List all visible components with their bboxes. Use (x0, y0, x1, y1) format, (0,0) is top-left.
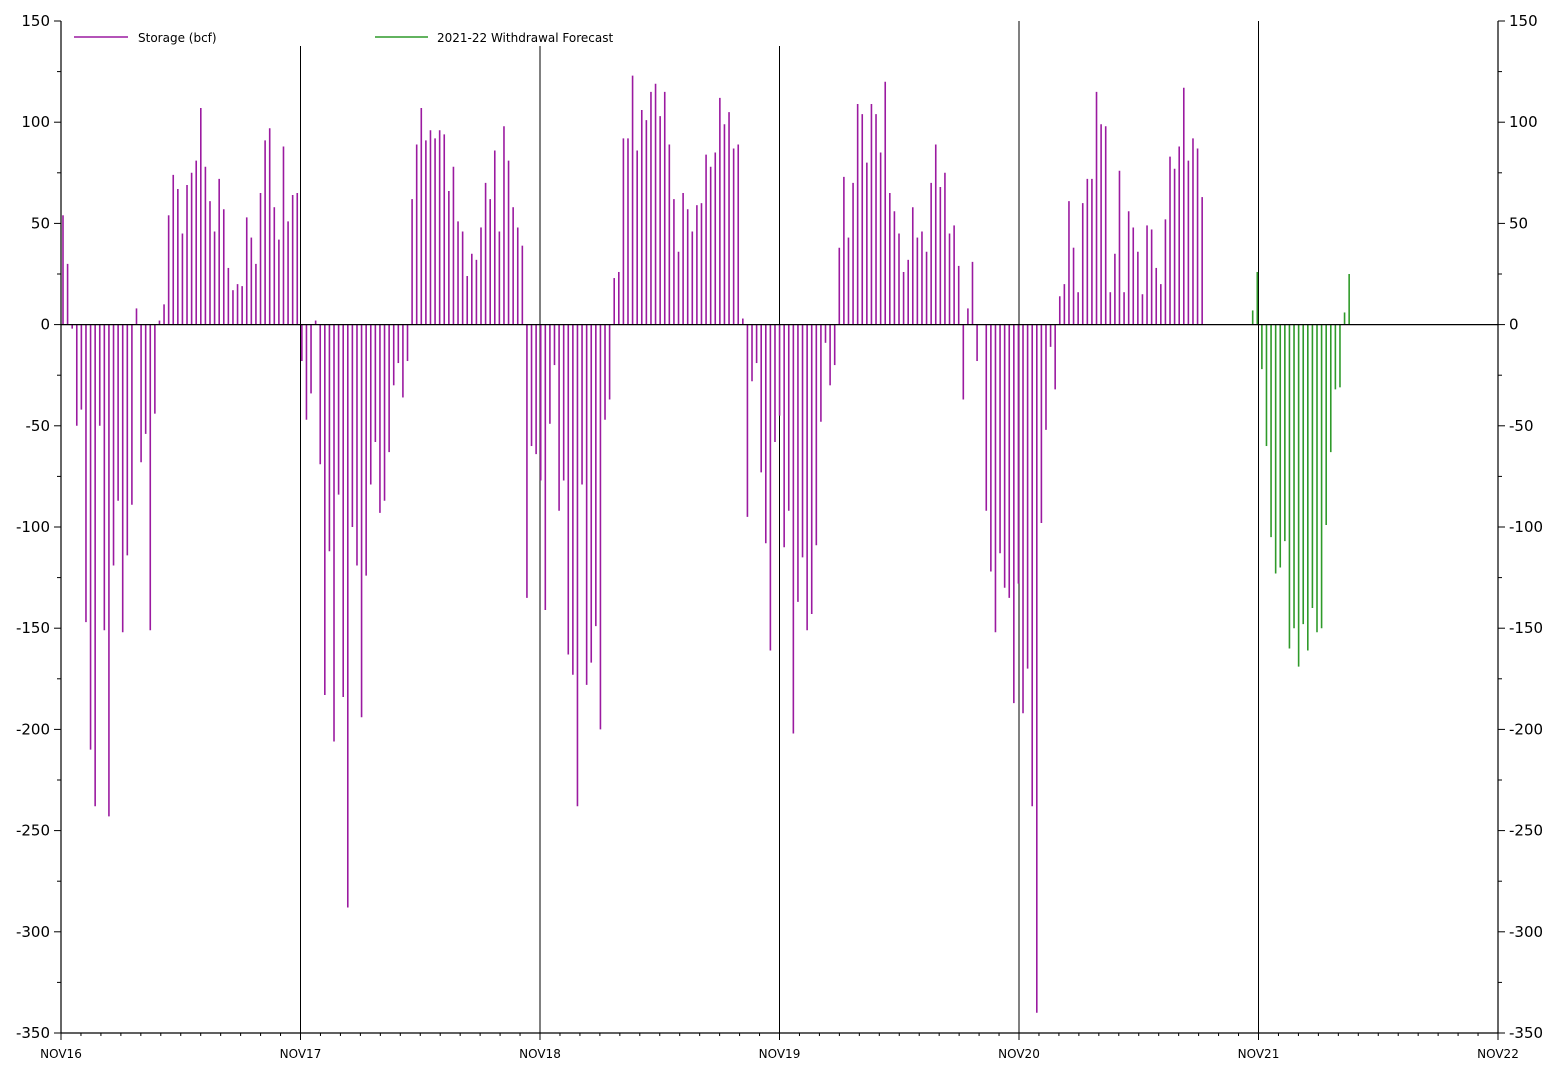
legend: Storage (bcf) 2021-22 Withdrawal Forecas… (74, 31, 613, 45)
bars (62, 75, 1350, 1013)
y-tick-label-left: -150 (16, 619, 50, 637)
x-tick-label: NOV17 (280, 1047, 322, 1061)
legend-label-forecast: 2021-22 Withdrawal Forecast (437, 31, 613, 45)
y-tick-label-right: -100 (1509, 518, 1543, 536)
y-tick-label-right: -50 (1509, 417, 1534, 435)
y-tick-label-left: -200 (16, 720, 50, 738)
axes: 150 150 100 100 50 50 0 0 -50 -50 -100 -100 -150 -150… (16, 12, 1543, 1061)
y-tick-label-left: 50 (31, 214, 50, 232)
legend-label-storage: Storage (bcf) (138, 31, 217, 45)
y-tick-label-right: -350 (1509, 1024, 1543, 1042)
y-tick-label-right: -300 (1509, 923, 1543, 941)
x-tick-label: NOV21 (1238, 1047, 1280, 1061)
y-tick-label-right: -150 (1509, 619, 1543, 637)
y-tick-label-left: -50 (26, 417, 51, 435)
y-tick-label-left: 150 (21, 12, 50, 30)
y-tick-label-right: -250 (1509, 822, 1543, 840)
x-tick-label: NOV22 (1477, 1047, 1519, 1061)
y-tick-label-right: 0 (1509, 316, 1519, 334)
y-tick-label-right: 100 (1509, 113, 1538, 131)
y-tick-label-right: 150 (1509, 12, 1538, 30)
x-tick-label: NOV19 (759, 1047, 801, 1061)
y-tick-label-right: -200 (1509, 720, 1543, 738)
x-tick-label: NOV16 (40, 1047, 82, 1061)
y-tick-label-left: -100 (16, 518, 50, 536)
y-tick-label-left: 100 (21, 113, 50, 131)
year-gridlines (300, 21, 1259, 1033)
y-tick-label-left: 0 (40, 316, 50, 334)
x-tick-label: NOV18 (519, 1047, 561, 1061)
y-tick-label-left: -250 (16, 822, 50, 840)
y-tick-label-left: -350 (16, 1024, 50, 1042)
x-tick-label: NOV20 (998, 1047, 1040, 1061)
y-tick-label-right: 50 (1509, 214, 1528, 232)
y-tick-label-left: -300 (16, 923, 50, 941)
